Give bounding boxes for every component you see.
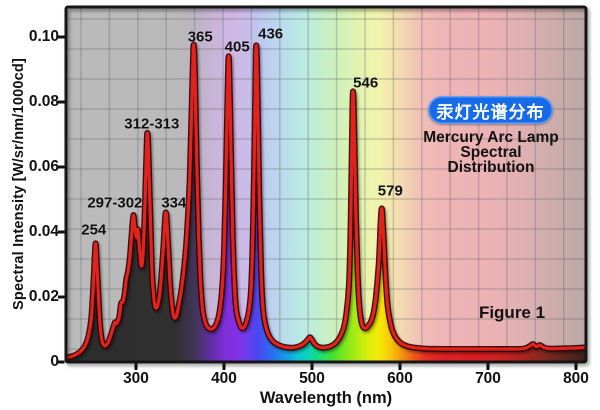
spectral-curve (66, 41, 586, 361)
peak-label-405: 405 (224, 38, 250, 56)
chinese-title-badge: 汞灯光谱分布 (428, 96, 553, 124)
y-tick-label-0.06: 0.06 (28, 158, 59, 175)
x-tick-label-400: 400 (211, 370, 237, 387)
axis-ticks (58, 35, 578, 370)
x-axis-title: Wavelength (nm) (259, 389, 393, 407)
peak-label-436: 436 (258, 25, 284, 43)
english-title: Mercury Arc Lamp Spectral Distribution (411, 129, 571, 176)
english-title-line-2: Spectral (460, 144, 522, 161)
plot-frame (64, 5, 588, 364)
english-title-line-1: Mercury Arc Lamp (423, 129, 559, 146)
x-tick-label-600: 600 (387, 370, 413, 387)
peak-label-365: 365 (187, 28, 213, 46)
figure-number-label: Figure 1 (478, 303, 546, 322)
y-tick-label-0.02: 0.02 (28, 288, 59, 305)
peak-label-254: 254 (81, 221, 107, 239)
peak-label-312-313: 312-313 (124, 115, 180, 133)
x-tick-label-700: 700 (475, 370, 501, 387)
x-tick-label-800: 800 (563, 370, 589, 387)
y-tick-label-0: 0 (50, 353, 59, 370)
x-tick-label-500: 500 (299, 370, 325, 387)
y-tick-label-0.08: 0.08 (28, 93, 59, 110)
peak-label-546: 546 (353, 74, 379, 92)
y-axis-title: Spectral Intensity [W/sr/nm/1000cd] (11, 58, 27, 310)
english-title-line-3: Distribution (447, 159, 535, 176)
peak-label-334: 334 (161, 194, 187, 212)
y-tick-label-0.10: 0.10 (28, 28, 59, 45)
peak-label-297-302: 297-302 (87, 194, 143, 212)
y-tick-label-0.04: 0.04 (28, 223, 59, 240)
peak-label-579: 579 (377, 182, 403, 200)
spectrum-area-fill (66, 44, 586, 362)
grid-lines (66, 7, 586, 362)
x-tick-label-300: 300 (123, 370, 149, 387)
